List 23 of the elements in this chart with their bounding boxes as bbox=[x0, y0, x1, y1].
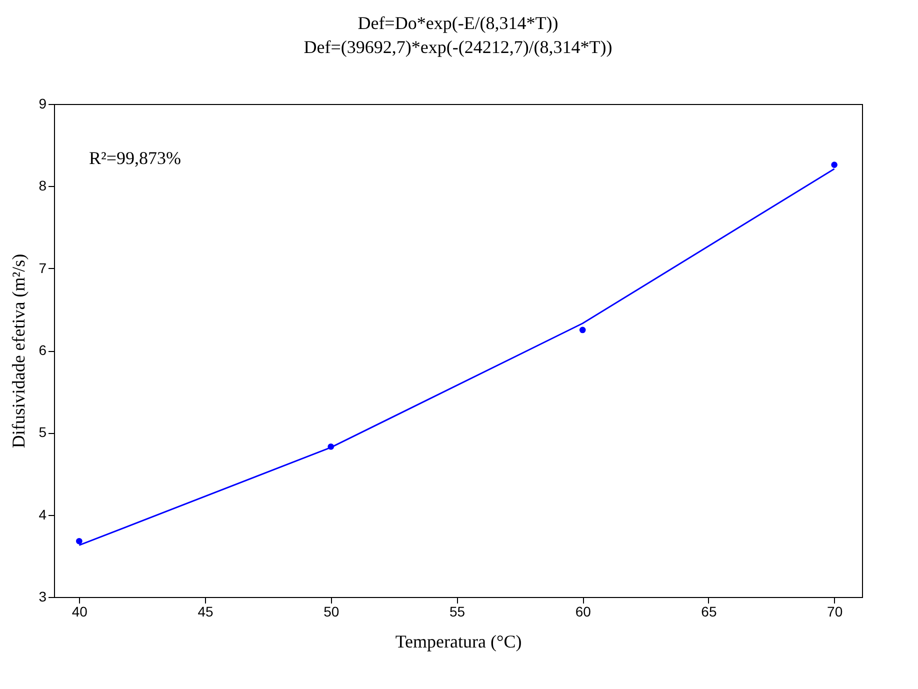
y-tick-label: 9 bbox=[38, 96, 47, 112]
point bbox=[831, 162, 838, 168]
y-axis-title: Difusividade efetiva (m²/s) bbox=[8, 254, 29, 448]
x-tick-label: 50 bbox=[324, 604, 340, 620]
y-tick-label: 7 bbox=[38, 260, 47, 276]
point bbox=[328, 443, 334, 450]
y-tick-label: 5 bbox=[38, 424, 47, 440]
chart-subtitle: Def=(39692,7)*exp(-(24212,7)/(8,314*T)) bbox=[304, 37, 612, 57]
y-tick-label: 3 bbox=[38, 588, 47, 604]
x-tick-label: 45 bbox=[198, 604, 214, 620]
annotation: R²=99,873% bbox=[89, 148, 182, 168]
point bbox=[579, 326, 586, 334]
y-tick-label: 8 bbox=[38, 178, 47, 194]
x-axis-title: Temperatura (°C) bbox=[395, 632, 522, 652]
x-tick-label: 40 bbox=[72, 604, 88, 620]
x-tick-label: 70 bbox=[827, 604, 843, 620]
x-tick-label: 60 bbox=[575, 604, 592, 620]
y-tick-label: 6 bbox=[38, 342, 47, 358]
x-tick-label: 65 bbox=[701, 604, 717, 620]
x-tick-label: 55 bbox=[449, 604, 466, 620]
point bbox=[76, 538, 82, 544]
chart-title: Def=Do*exp(-E/(8,314*T)) bbox=[358, 13, 558, 33]
y-tick-label: 4 bbox=[38, 506, 47, 522]
